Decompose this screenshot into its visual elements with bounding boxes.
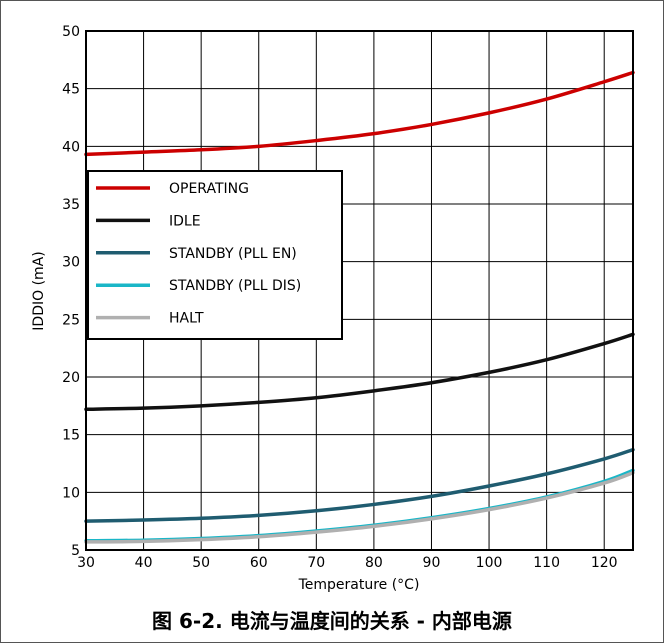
legend-label: HALT [169,311,204,327]
series-line [84,470,635,544]
legend-label: IDLE [169,213,201,229]
series-line [84,70,635,157]
y-tick-label: 50 [62,24,80,40]
x-tick-label: 110 [533,555,560,571]
y-tick-label: 30 [62,255,80,271]
legend-label: OPERATING [169,181,249,197]
y-tick-label: 25 [62,312,80,328]
legend-box [87,170,343,340]
y-tick-label: 40 [62,139,80,155]
x-tick-label: 30 [77,555,95,571]
tick-labels: 30 40 50 60 70 80 90 100 110 120 5 10 15 20 25 30 35 40 45… [62,24,617,571]
legend-label: STANDBY (PLL EN) [169,246,297,262]
x-tick-label: 80 [365,555,383,571]
x-tick-label: 90 [423,555,441,571]
series-line [84,332,635,412]
series-line [84,447,635,523]
x-tick-label: 40 [135,555,153,571]
x-tick-label: 70 [307,555,325,571]
y-tick-label: 45 [62,82,80,98]
y-tick-label: 10 [62,485,80,501]
y-tick-label: 35 [62,197,80,213]
legend: OPERATING IDLE STANDBY (PLL EN) STANDBY (PL… [87,170,343,340]
plot-border [85,30,634,551]
y-tick-label: 15 [62,428,80,444]
figure-caption: 图 6-2. 电流与温度间的关系 - 内部电源 [152,609,512,633]
x-tick-label: 50 [192,555,210,571]
series-lines [84,70,635,544]
y-axis-label: IDDIO (mA) [31,251,47,330]
x-tick-label: 100 [476,555,503,571]
x-axis-label: Temperature (°C) [298,577,420,593]
x-tick-label: 120 [591,555,618,571]
y-tick-label: 20 [62,370,80,386]
x-tick-label: 60 [250,555,268,571]
legend-label: STANDBY (PLL DIS) [169,278,301,294]
chart: 30 40 50 60 70 80 90 100 110 120 5 10 15 20 25 30 35 40 45… [31,24,635,593]
y-tick-label: 5 [71,543,80,559]
